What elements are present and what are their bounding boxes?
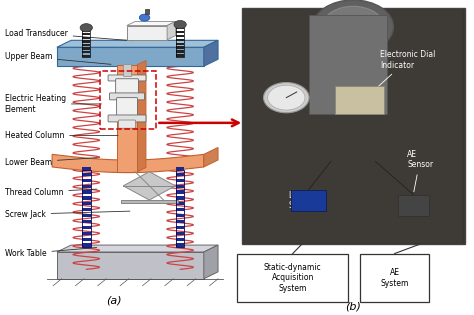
FancyBboxPatch shape — [242, 8, 465, 244]
FancyBboxPatch shape — [57, 47, 204, 66]
FancyBboxPatch shape — [82, 185, 91, 188]
Circle shape — [264, 83, 309, 113]
Circle shape — [313, 0, 393, 54]
Circle shape — [174, 20, 186, 29]
FancyBboxPatch shape — [57, 252, 204, 279]
Polygon shape — [204, 147, 218, 167]
FancyBboxPatch shape — [82, 214, 91, 217]
FancyBboxPatch shape — [176, 54, 184, 57]
Polygon shape — [137, 60, 146, 172]
Circle shape — [268, 85, 305, 110]
FancyBboxPatch shape — [82, 37, 90, 39]
Circle shape — [139, 14, 150, 21]
Polygon shape — [127, 21, 175, 26]
FancyBboxPatch shape — [176, 238, 184, 241]
FancyBboxPatch shape — [82, 48, 90, 50]
Text: (b): (b) — [345, 302, 361, 312]
FancyBboxPatch shape — [108, 115, 146, 122]
FancyBboxPatch shape — [291, 190, 327, 211]
FancyBboxPatch shape — [82, 51, 90, 53]
FancyBboxPatch shape — [82, 208, 91, 211]
Text: Thread Column: Thread Column — [5, 188, 97, 197]
FancyBboxPatch shape — [176, 46, 184, 49]
FancyBboxPatch shape — [176, 35, 184, 37]
Text: Work Table: Work Table — [5, 248, 97, 258]
Polygon shape — [204, 245, 218, 279]
FancyBboxPatch shape — [82, 44, 90, 46]
FancyBboxPatch shape — [176, 179, 184, 182]
FancyBboxPatch shape — [82, 30, 90, 32]
FancyBboxPatch shape — [123, 64, 131, 76]
Polygon shape — [167, 21, 175, 40]
FancyBboxPatch shape — [82, 190, 91, 194]
FancyBboxPatch shape — [176, 196, 184, 199]
Text: Electric Heating
Element: Electric Heating Element — [5, 94, 101, 114]
FancyBboxPatch shape — [176, 208, 184, 211]
FancyBboxPatch shape — [176, 167, 184, 170]
Polygon shape — [123, 172, 175, 200]
FancyBboxPatch shape — [82, 173, 91, 176]
FancyBboxPatch shape — [176, 185, 184, 188]
Text: Laser
Sensor: Laser Sensor — [288, 191, 315, 210]
Circle shape — [322, 6, 384, 47]
FancyBboxPatch shape — [309, 15, 387, 114]
FancyBboxPatch shape — [117, 98, 137, 117]
FancyBboxPatch shape — [176, 243, 184, 247]
FancyBboxPatch shape — [82, 232, 91, 235]
Text: AE
Sensor: AE Sensor — [407, 150, 433, 192]
FancyBboxPatch shape — [127, 26, 167, 40]
Polygon shape — [57, 40, 218, 47]
FancyBboxPatch shape — [176, 220, 184, 223]
FancyBboxPatch shape — [360, 254, 429, 302]
Text: Electronic Dial
Indicator: Electronic Dial Indicator — [372, 50, 435, 93]
Text: Static-dynamic
Acquisition
System: Static-dynamic Acquisition System — [264, 263, 321, 293]
Text: Load Transducer: Load Transducer — [5, 29, 132, 41]
Polygon shape — [204, 40, 218, 66]
FancyBboxPatch shape — [176, 50, 184, 53]
Text: Screw Jack: Screw Jack — [5, 210, 130, 219]
FancyBboxPatch shape — [121, 200, 178, 203]
FancyBboxPatch shape — [176, 39, 184, 41]
Polygon shape — [52, 154, 204, 173]
FancyBboxPatch shape — [145, 9, 149, 14]
FancyBboxPatch shape — [82, 33, 90, 36]
FancyBboxPatch shape — [82, 202, 91, 205]
FancyBboxPatch shape — [176, 27, 184, 29]
Text: Upper Beam: Upper Beam — [5, 52, 111, 64]
FancyBboxPatch shape — [82, 220, 91, 223]
FancyBboxPatch shape — [176, 31, 184, 33]
FancyBboxPatch shape — [176, 226, 184, 229]
FancyBboxPatch shape — [176, 202, 184, 205]
Polygon shape — [57, 245, 218, 252]
FancyBboxPatch shape — [176, 190, 184, 194]
Text: (a): (a) — [106, 295, 121, 306]
FancyBboxPatch shape — [176, 43, 184, 45]
FancyBboxPatch shape — [176, 214, 184, 217]
FancyBboxPatch shape — [118, 120, 136, 128]
FancyBboxPatch shape — [82, 243, 91, 247]
FancyBboxPatch shape — [398, 194, 429, 216]
FancyBboxPatch shape — [108, 75, 146, 81]
Text: Lower Beam: Lower Beam — [5, 158, 97, 167]
FancyBboxPatch shape — [176, 173, 184, 176]
FancyBboxPatch shape — [82, 40, 90, 43]
Text: Heated Column: Heated Column — [5, 131, 118, 140]
FancyBboxPatch shape — [244, 9, 462, 243]
FancyBboxPatch shape — [82, 238, 91, 241]
FancyBboxPatch shape — [335, 86, 384, 114]
FancyBboxPatch shape — [82, 226, 91, 229]
FancyBboxPatch shape — [237, 254, 348, 302]
FancyBboxPatch shape — [82, 179, 91, 182]
FancyBboxPatch shape — [116, 79, 138, 95]
Text: AE
System: AE System — [381, 268, 409, 288]
FancyBboxPatch shape — [82, 167, 91, 170]
FancyBboxPatch shape — [117, 65, 137, 172]
FancyBboxPatch shape — [176, 232, 184, 235]
FancyBboxPatch shape — [82, 54, 90, 57]
Circle shape — [80, 24, 92, 32]
FancyBboxPatch shape — [109, 93, 145, 100]
FancyBboxPatch shape — [82, 196, 91, 199]
